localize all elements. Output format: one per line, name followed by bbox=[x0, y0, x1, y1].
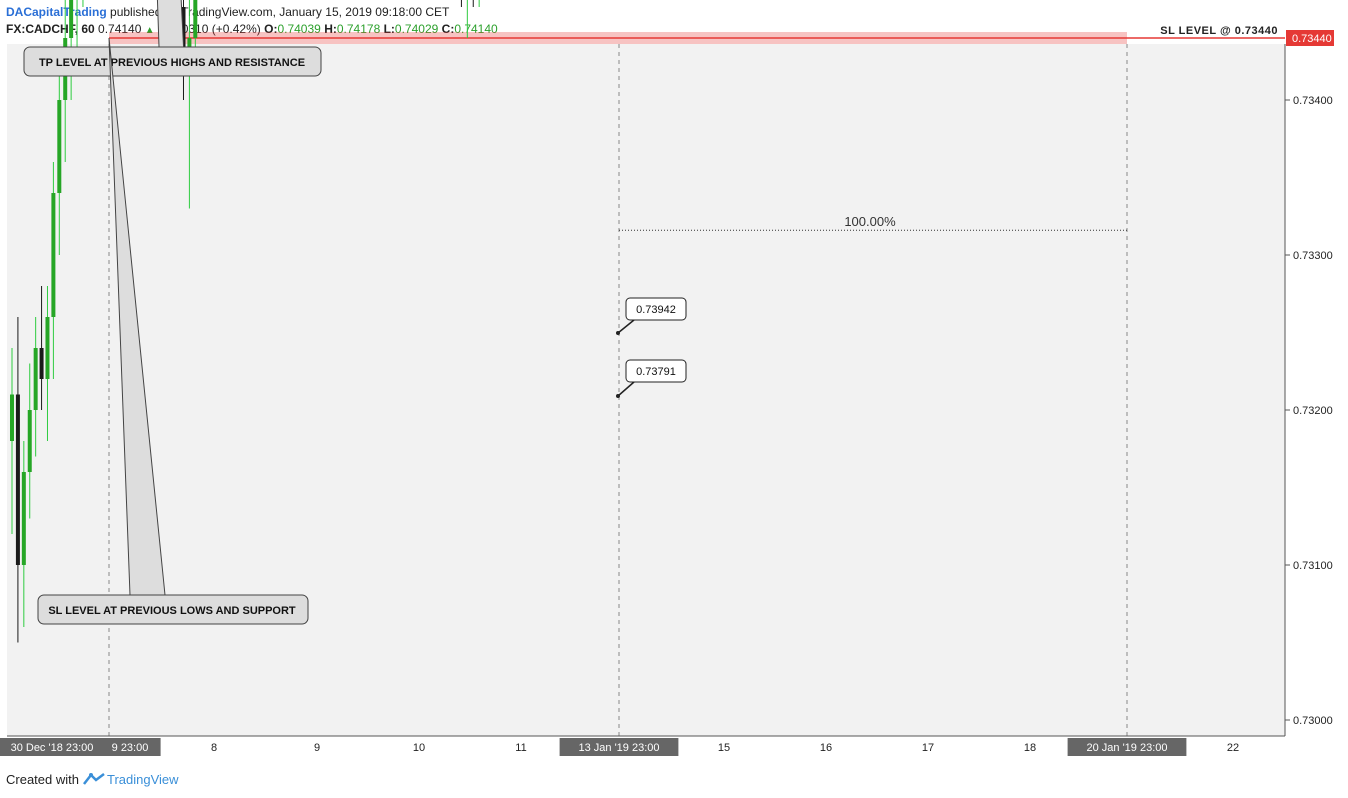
candle-body bbox=[33, 348, 38, 410]
close-label: C: bbox=[441, 22, 455, 36]
candle bbox=[27, 363, 32, 519]
tradingview-link[interactable]: TradingView bbox=[106, 772, 179, 787]
candle-body bbox=[57, 100, 62, 193]
y-tick-label: 0.73400 bbox=[1293, 95, 1333, 107]
high-label: H: bbox=[324, 22, 337, 36]
candle-body bbox=[15, 394, 20, 565]
x-tick-highlight bbox=[99, 738, 161, 756]
candle bbox=[10, 348, 14, 534]
callout-0.73942-anchor bbox=[616, 331, 620, 335]
x-tick-label: 9 bbox=[314, 742, 320, 754]
symbol-header: FX:CADCHF, 60 0.74140 ▲ +0.00310 (+0.42%… bbox=[6, 22, 498, 36]
candle-body bbox=[69, 0, 74, 38]
callout-0.73791-pointer bbox=[617, 381, 635, 397]
callout-0.73942-text: 0.73942 bbox=[636, 304, 676, 316]
candle bbox=[21, 441, 26, 627]
x-tick-label: 10 bbox=[413, 742, 425, 754]
x-tick-label: 17 bbox=[922, 742, 934, 754]
callout-0.73942-pointer bbox=[617, 319, 635, 334]
callout-0.73791-text: 0.73791 bbox=[636, 366, 676, 378]
callout-0.73791-box bbox=[625, 359, 687, 383]
sl-callout-box bbox=[37, 594, 309, 625]
x-tick-label: 16 bbox=[820, 742, 832, 754]
callout-0.73791-anchor bbox=[616, 394, 620, 398]
low-value: 0.74029 bbox=[394, 22, 439, 36]
candle bbox=[51, 162, 56, 379]
candle bbox=[76, 0, 78, 54]
x-tick-label: 20 Jan '19 23:00 bbox=[1086, 742, 1167, 754]
y-tick-label: 0.73100 bbox=[1293, 560, 1333, 572]
candle bbox=[15, 317, 20, 643]
candle-body bbox=[27, 410, 32, 472]
candle bbox=[57, 69, 62, 255]
up-triangle-icon: ▲ bbox=[144, 25, 155, 36]
candle-body bbox=[21, 472, 26, 565]
candle bbox=[45, 286, 50, 441]
candle-body bbox=[51, 193, 56, 317]
candle bbox=[187, 0, 192, 209]
x-tick-label: 22 bbox=[1227, 742, 1239, 754]
candle-body bbox=[187, 38, 192, 54]
candle-body bbox=[181, 7, 186, 54]
callout-0.73942-box bbox=[625, 297, 687, 321]
plot-area[interactable] bbox=[7, 44, 1285, 736]
low-label: L: bbox=[383, 22, 395, 36]
candle bbox=[193, 0, 198, 69]
x-tick-highlight bbox=[0, 738, 112, 756]
footer: Created with TradingView bbox=[6, 772, 179, 787]
last-price: 0.74140 bbox=[98, 22, 142, 36]
tp-callout-text: TP LEVEL AT PREVIOUS HIGHS AND RESISTANC… bbox=[39, 57, 305, 69]
candle-body bbox=[193, 0, 198, 38]
x-tick-label: 11 bbox=[515, 742, 526, 754]
fib-level-label: 100.00% bbox=[844, 214, 896, 229]
open-value: 0.74039 bbox=[277, 22, 321, 36]
x-tick-highlight bbox=[1067, 738, 1187, 756]
x-tick-label: 9 23:00 bbox=[112, 742, 149, 754]
x-tick-highlight bbox=[559, 738, 679, 756]
author-link[interactable]: DACapitalTrading bbox=[6, 5, 107, 19]
created-with-text: Created with bbox=[6, 772, 79, 787]
x-tick-label: 15 bbox=[718, 742, 730, 754]
tradingview-logo-icon bbox=[82, 773, 105, 785]
price-label: 0.73440 bbox=[1292, 33, 1332, 45]
x-tick-label: 30 Dec '18 23:00 bbox=[11, 742, 94, 754]
open-label: O: bbox=[264, 22, 278, 36]
tp-callout-box bbox=[23, 46, 322, 77]
candle bbox=[472, 0, 474, 7]
sl-callout-text: SL LEVEL AT PREVIOUS LOWS AND SUPPORT bbox=[48, 605, 296, 617]
y-tick-label: 0.73300 bbox=[1293, 250, 1333, 262]
candle bbox=[466, 0, 468, 38]
close-value: 0.74140 bbox=[454, 22, 498, 36]
level-label-sl: SL LEVEL @ 0.73440 bbox=[1160, 25, 1278, 37]
candle-body bbox=[10, 394, 14, 441]
price-label-bg bbox=[1286, 30, 1334, 46]
y-tick-label: 0.73000 bbox=[1293, 715, 1333, 727]
candle bbox=[478, 0, 480, 7]
candle bbox=[39, 286, 44, 410]
candle-body bbox=[39, 348, 44, 379]
high-value: 0.74178 bbox=[336, 22, 381, 36]
candle-body bbox=[45, 317, 50, 379]
x-tick-label: 8 bbox=[211, 742, 217, 754]
candle bbox=[460, 0, 462, 7]
x-tick-label: 13 Jan '19 23:00 bbox=[578, 742, 659, 754]
x-tick-label: 18 bbox=[1024, 742, 1036, 754]
y-tick-label: 0.73200 bbox=[1293, 405, 1333, 417]
candle bbox=[82, 0, 84, 7]
candle bbox=[33, 317, 38, 457]
